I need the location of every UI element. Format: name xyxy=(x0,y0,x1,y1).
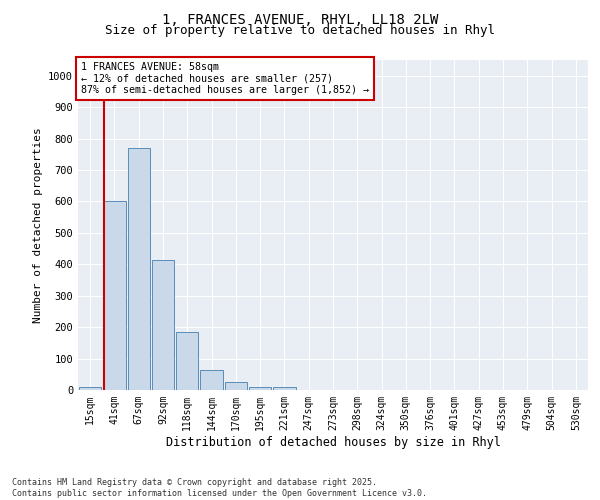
Bar xyxy=(200,370,223,390)
Bar xyxy=(152,260,174,390)
X-axis label: Distribution of detached houses by size in Rhyl: Distribution of detached houses by size … xyxy=(166,436,500,448)
Text: Contains HM Land Registry data © Crown copyright and database right 2025.
Contai: Contains HM Land Registry data © Crown c… xyxy=(12,478,427,498)
Bar xyxy=(224,382,247,390)
Bar xyxy=(79,387,101,390)
Text: 1, FRANCES AVENUE, RHYL, LL18 2LW: 1, FRANCES AVENUE, RHYL, LL18 2LW xyxy=(162,12,438,26)
Bar xyxy=(176,332,199,390)
Text: Size of property relative to detached houses in Rhyl: Size of property relative to detached ho… xyxy=(105,24,495,37)
Text: 1 FRANCES AVENUE: 58sqm
← 12% of detached houses are smaller (257)
87% of semi-d: 1 FRANCES AVENUE: 58sqm ← 12% of detache… xyxy=(80,62,368,95)
Y-axis label: Number of detached properties: Number of detached properties xyxy=(32,127,43,323)
Bar xyxy=(249,387,271,390)
Bar xyxy=(128,148,150,390)
Bar xyxy=(273,387,296,390)
Bar xyxy=(103,202,125,390)
